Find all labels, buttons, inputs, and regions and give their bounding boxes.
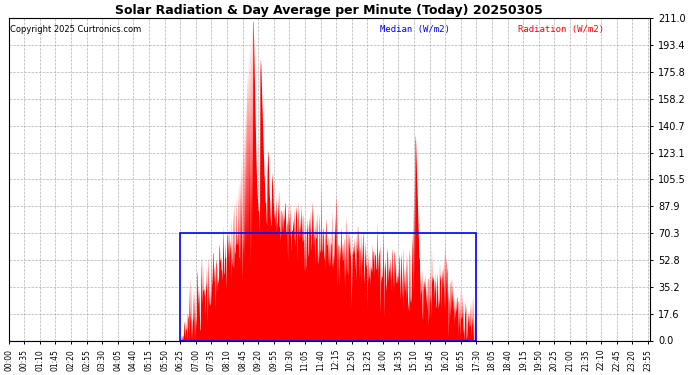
Text: Radiation (W/m2): Radiation (W/m2) xyxy=(518,25,604,34)
Text: Median (W/m2): Median (W/m2) xyxy=(380,25,451,34)
Bar xyxy=(180,233,477,340)
Text: Copyright 2025 Curtronics.com: Copyright 2025 Curtronics.com xyxy=(10,25,141,34)
Title: Solar Radiation & Day Average per Minute (Today) 20250305: Solar Radiation & Day Average per Minute… xyxy=(115,4,543,17)
